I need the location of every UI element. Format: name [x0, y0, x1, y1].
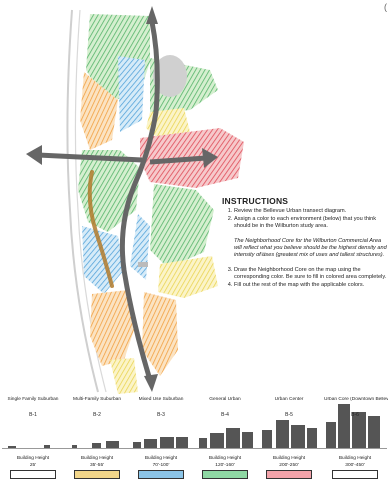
zone-b1: Single Family Suburban B-1 Building Heig…: [2, 392, 64, 493]
zone-code: B-1: [29, 412, 37, 418]
step-4: Fill out the rest of the map with the ap…: [234, 282, 388, 289]
instructions-steps: Review the Bellevue Urban transect diagr…: [222, 208, 388, 230]
zone-name: Urban Center: [274, 397, 304, 402]
step-1: Review the Bellevue Urban transect diagr…: [234, 208, 388, 215]
zone-b2: Multi-Family Suburban B-2 Building Heigh…: [66, 392, 128, 493]
zone-name: Single Family Suburban: [7, 397, 59, 402]
instructions-steps-continued: Draw the Neighborhood Core on the map us…: [222, 267, 388, 289]
building-height-value: 300'-450': [345, 463, 365, 468]
color-swatch[interactable]: [202, 470, 248, 479]
color-swatch[interactable]: [74, 470, 120, 479]
zone-code: B-4: [221, 412, 229, 418]
zone-code: B-2: [93, 412, 101, 418]
building-height-label: Building Height: [338, 456, 372, 461]
transect-diagram: [8, 404, 380, 449]
neighborhood-core-note: The Neighborhood Core for the Wilburton …: [234, 238, 387, 258]
zone-b4: General Urban B-4 Building Height 120'-1…: [194, 392, 256, 493]
building-height-label: Building Height: [80, 456, 114, 461]
zone-code: B-3: [157, 412, 165, 418]
instructions-panel: INSTRUCTIONS Review the Bellevue Urban t…: [222, 196, 388, 290]
zone-b5: Urban Center B-5 Building Height 200'-25…: [258, 392, 320, 493]
color-swatch[interactable]: [10, 470, 56, 479]
color-swatch[interactable]: [138, 470, 184, 479]
zone-name: General Urban: [209, 397, 241, 402]
transect-legend: [0, 392, 389, 493]
zone-columns: Single Family Suburban B-1 Building Heig…: [0, 392, 389, 493]
zone-name: Urban Core (Downtown Bellevue): [324, 397, 388, 402]
instructions-title: INSTRUCTIONS: [222, 196, 289, 206]
corner-mark: (: [384, 2, 387, 12]
building-height-value: 70'-100': [152, 463, 170, 468]
building-height-label: Building Height: [144, 456, 178, 461]
step-2: Assign a color to each environment (belo…: [234, 216, 388, 230]
zone-b3: Mixed Use Suburban B-3 Building Height 7…: [130, 392, 192, 493]
color-swatch[interactable]: [266, 470, 312, 479]
building-height-value: 25': [29, 463, 37, 468]
zone-code: B-5: [285, 412, 293, 418]
building-height-label: Building Height: [272, 456, 306, 461]
step-3: Draw the Neighborhood Core on the map us…: [234, 267, 388, 281]
zone-b6: Urban Core (Downtown Bellevue) B-6 Build…: [322, 392, 388, 493]
zone-name: Mixed Use Suburban: [138, 397, 184, 402]
transect-ground-line: [2, 448, 387, 449]
zone-name: Multi-Family Suburban: [73, 397, 121, 402]
color-swatch[interactable]: [332, 470, 378, 479]
building-height-value: 35'-55': [89, 463, 105, 468]
zone-code: B-6: [351, 412, 359, 418]
wilburton-study-area-map: [26, 6, 266, 394]
building-height-value: 120'-160': [215, 463, 235, 468]
building-height-label: Building Height: [208, 456, 242, 461]
building-height-label: Building Height: [16, 456, 50, 461]
building-height-value: 200'-250': [279, 463, 299, 468]
